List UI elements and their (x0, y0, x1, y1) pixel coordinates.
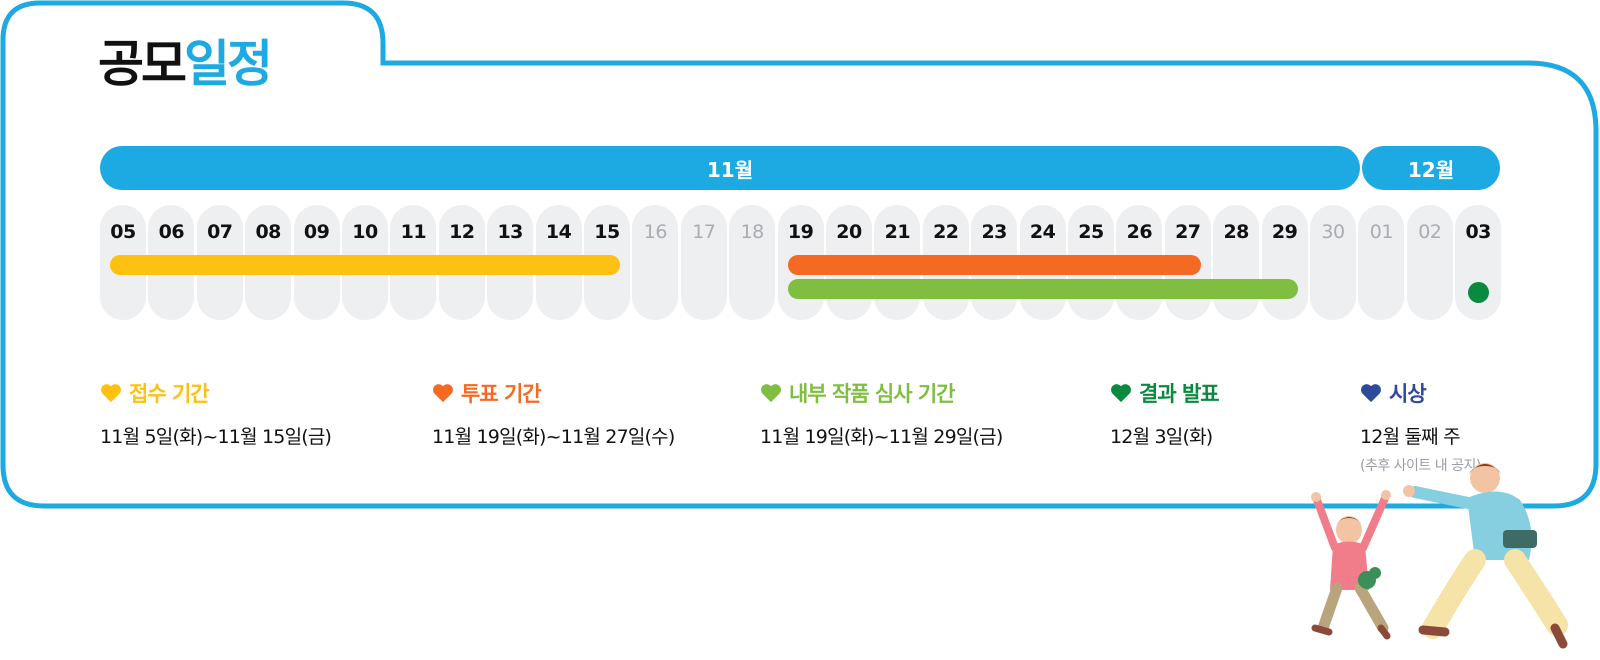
legend-heading: 투표 기간 (432, 378, 674, 408)
month-bar-december: 12월 (1362, 146, 1500, 190)
result-announcement-dot (1467, 282, 1489, 303)
legend-item-3: 결과 발표 12월 3일(화) (1110, 378, 1220, 449)
legend-title: 내부 작품 심사 기간 (789, 382, 955, 406)
heart-icon (433, 384, 453, 403)
page-title: 공모일정 (98, 32, 273, 96)
legend-item-0: 접수 기간 11월 5일(화)~11월 15일(금) (100, 378, 332, 449)
legend-heading: 결과 발표 (1110, 378, 1220, 408)
day-column-11: 16 (632, 205, 679, 320)
month-bar-november: 11월 (100, 146, 1360, 190)
legend-date: 11월 19일(화)~11월 29일(금) (760, 426, 1003, 448)
heart-icon (761, 384, 781, 403)
day-column-24: 29 (1261, 205, 1308, 320)
period-bar-2 (787, 279, 1298, 299)
legend-title: 투표 기간 (461, 382, 542, 406)
heart-icon (1111, 384, 1131, 403)
title-part-1: 공모 (98, 35, 187, 93)
legend-date: 11월 5일(화)~11월 15일(금) (100, 426, 332, 448)
legend-date: 12월 3일(화) (1110, 426, 1213, 448)
legend-item-2: 내부 작품 심사 기간 11월 19일(화)~11월 29일(금) (760, 378, 1003, 449)
legend-item-4: 시상 12월 둘째 주 (추후 사이트 내 공지) (1360, 378, 1481, 475)
period-bar-0 (110, 255, 620, 275)
month-label-december: 12월 (1407, 157, 1455, 182)
heart-icon (1361, 384, 1381, 403)
day-column-25: 30 (1310, 205, 1356, 320)
day-column-28: 03 (1455, 205, 1502, 320)
month-label-november: 11월 (706, 157, 754, 182)
legend-title: 접수 기간 (129, 382, 210, 406)
day-column-23: 28 (1213, 205, 1260, 320)
legend-date: 11월 19일(화)~11월 27일(수) (432, 426, 675, 448)
legend-heading: 접수 기간 (100, 378, 331, 408)
legend-item-1: 투표 기간 11월 19일(화)~11월 27일(수) (432, 378, 675, 449)
period-bar-1 (787, 255, 1201, 275)
legend-heading: 시상 (1360, 378, 1481, 408)
legend-title: 시상 (1389, 382, 1427, 406)
day-column-12: 17 (680, 205, 727, 320)
legend-note: (추후 사이트 내 공지) (1360, 458, 1481, 474)
day-column-26: 01 (1358, 205, 1405, 320)
running-people-illustration (1311, 463, 1568, 649)
legend-title: 결과 발표 (1139, 382, 1220, 406)
day-column-27: 02 (1406, 205, 1453, 320)
title-part-2: 일정 (184, 35, 273, 93)
day-column-13: 18 (729, 205, 776, 320)
heart-icon (101, 384, 121, 403)
legend-date: 12월 둘째 주 (1360, 426, 1461, 448)
legend-heading: 내부 작품 심사 기간 (760, 378, 1002, 408)
